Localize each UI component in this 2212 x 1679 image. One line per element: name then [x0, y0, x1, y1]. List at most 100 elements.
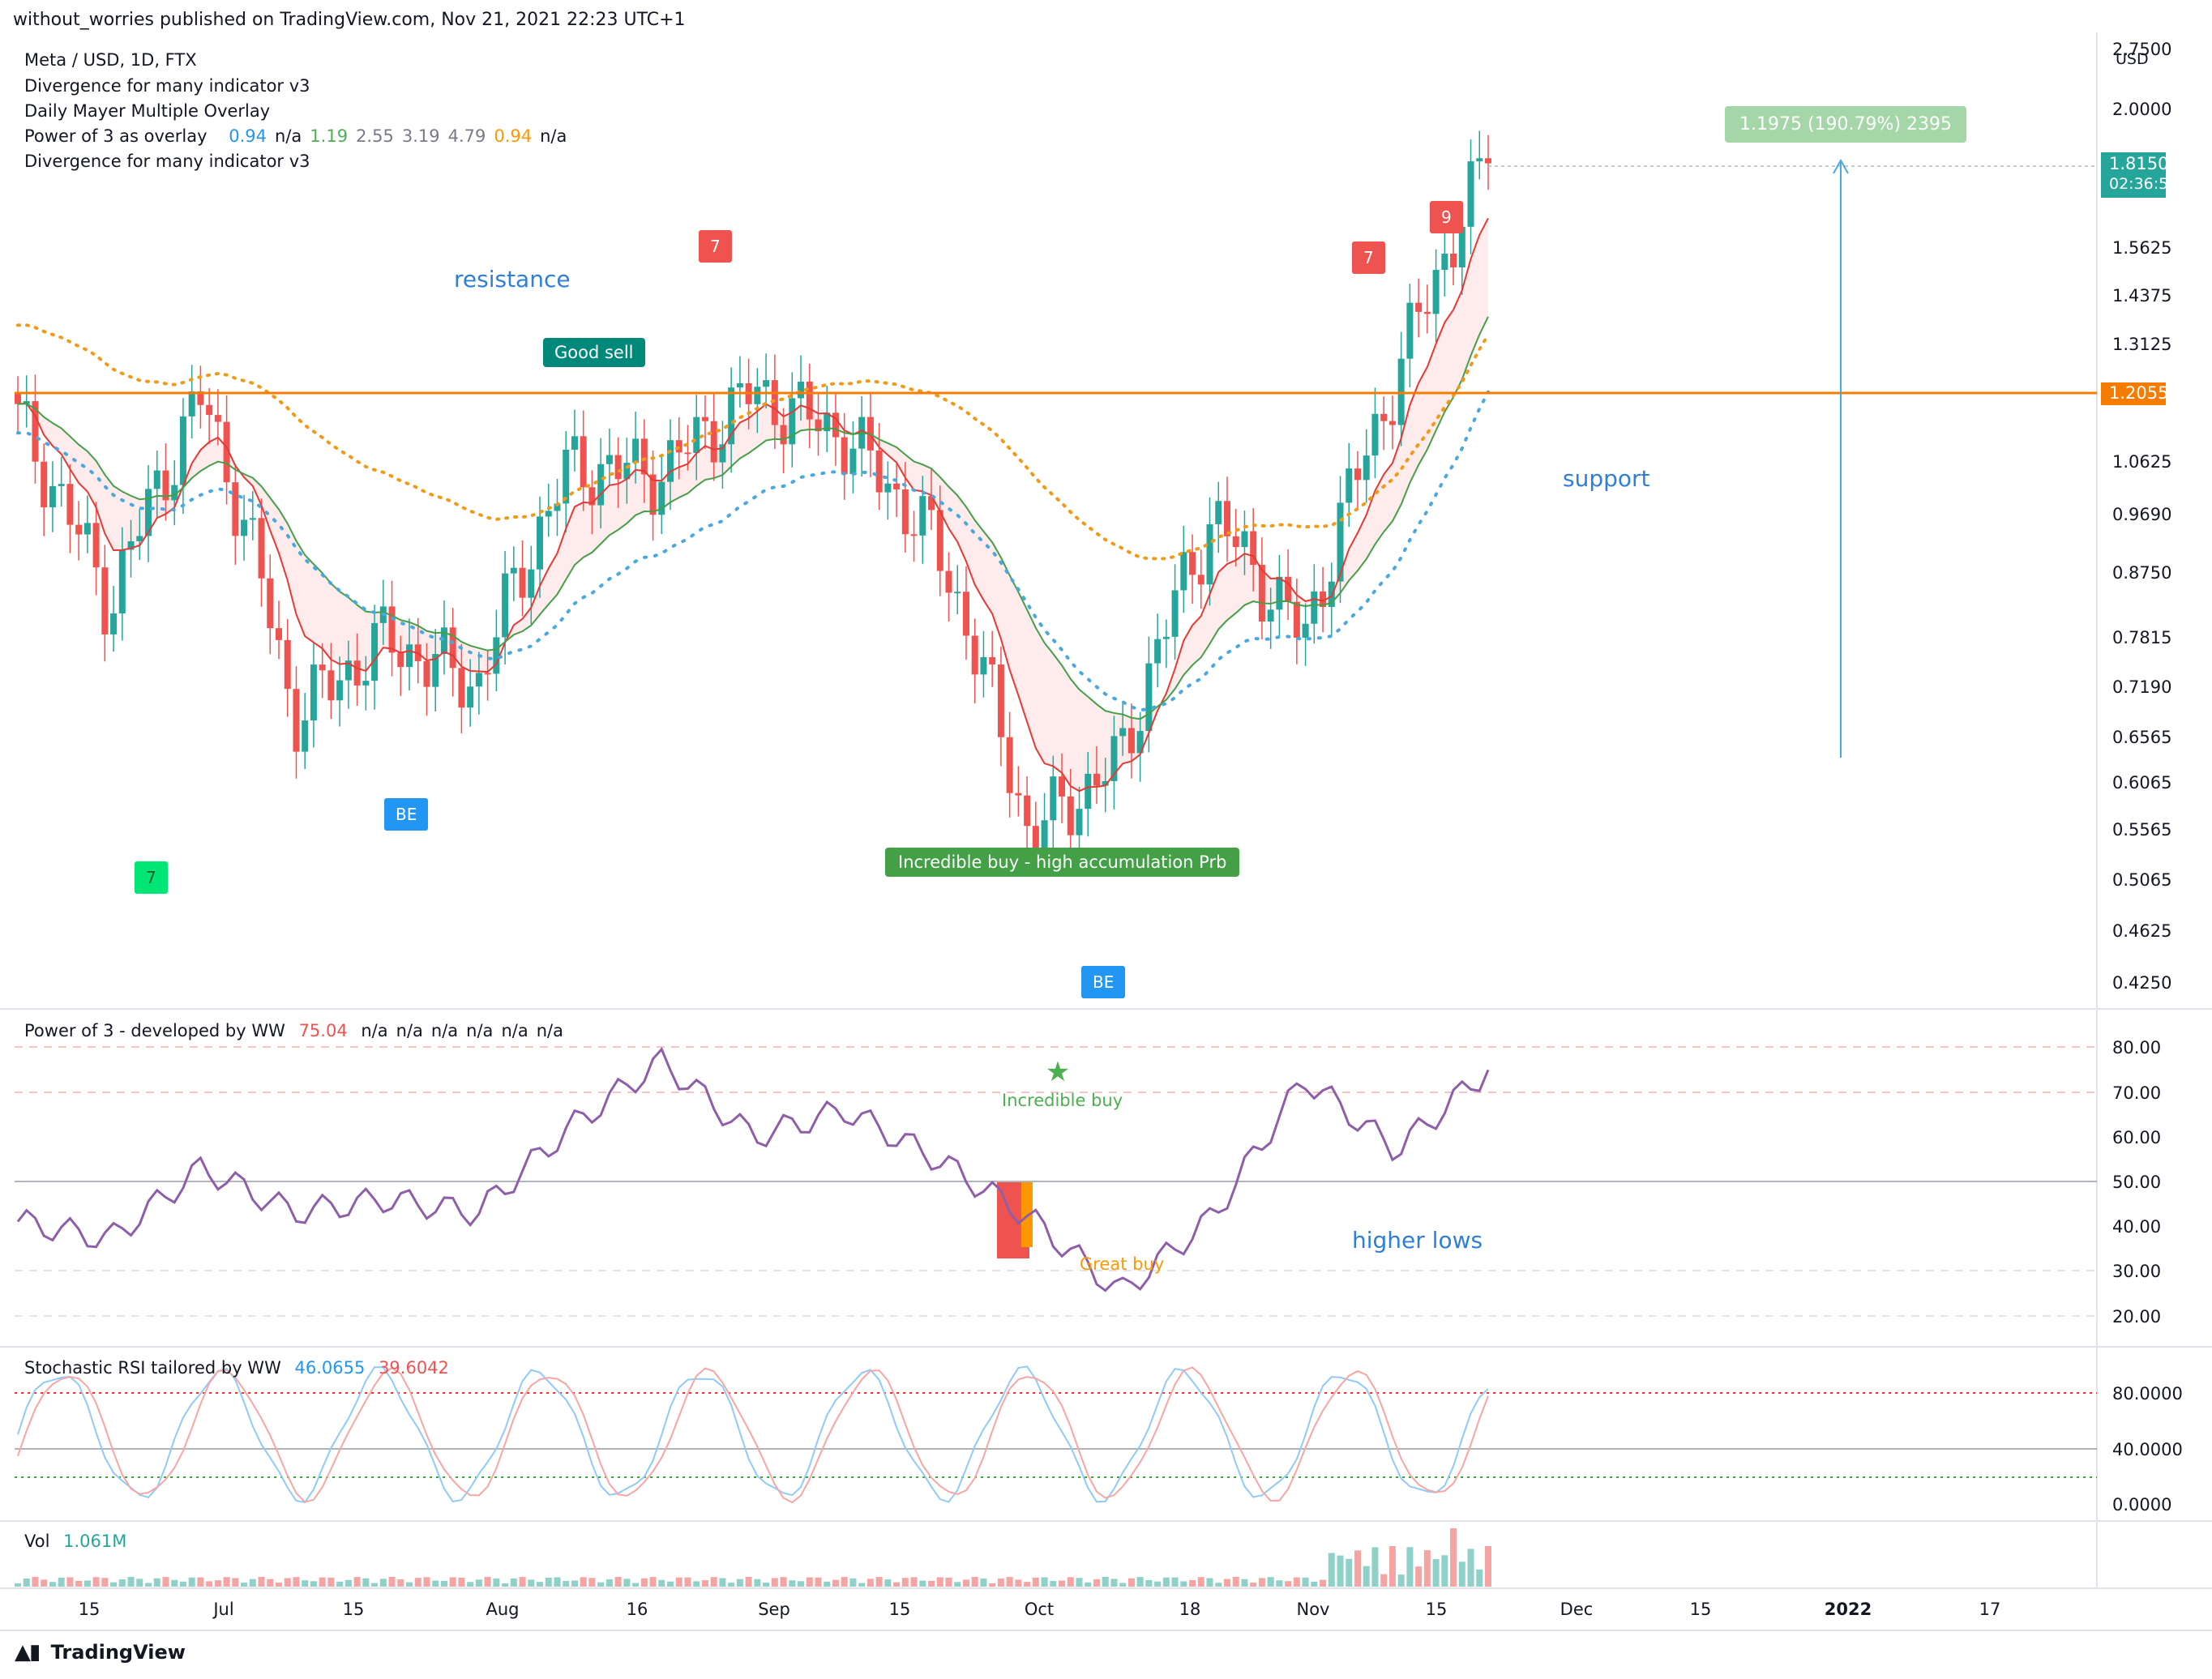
- legend-indicator-3[interactable]: Power of 3 as overlay 0.94 n/a 1.19 2.55 3.1…: [24, 126, 567, 146]
- legend-indicator-3-values: 0.94 n/a 1.19 2.55 3.19 4.79 0.94 n/a: [220, 126, 567, 146]
- higher-lows-label: higher lows: [1352, 1227, 1483, 1254]
- candle-body: [1432, 270, 1440, 314]
- volume-bar: [1476, 1569, 1483, 1587]
- legend-indicator-4[interactable]: Divergence for many indicator v3: [24, 152, 310, 171]
- candle-body: [1380, 413, 1388, 421]
- price-tick-12: 0.5565: [2112, 820, 2171, 840]
- volume-bar: [258, 1577, 265, 1587]
- volume-bar: [327, 1577, 335, 1587]
- candle-body: [267, 578, 274, 629]
- candle-body: [1388, 421, 1396, 425]
- candle-body: [1085, 773, 1092, 810]
- candle-body: [406, 644, 413, 668]
- candle-body: [1337, 502, 1344, 582]
- volume-bar: [15, 1583, 21, 1587]
- volume-bar: [293, 1577, 300, 1587]
- power-axis: 80.00 70.00 60.00 50.00 40.00 30.00 20.00: [2112, 1038, 2161, 1327]
- volume-bar: [440, 1580, 447, 1587]
- volume-bar: [632, 1583, 640, 1587]
- candle-body: [1423, 311, 1431, 314]
- volume-bar: [701, 1580, 708, 1587]
- volume-bar: [841, 1577, 848, 1587]
- volume-bar: [1171, 1577, 1179, 1587]
- volume-bar: [1154, 1581, 1162, 1587]
- stoch-panel-legend[interactable]: Stochastic RSI tailored by WW 46.0655 39…: [24, 1358, 449, 1378]
- volume-bar: [206, 1581, 213, 1587]
- power-tick-1: 70.00: [2112, 1083, 2161, 1103]
- legend-indicator-2[interactable]: Daily Mayer Multiple Overlay: [24, 101, 271, 121]
- candle-body: [597, 464, 605, 506]
- candle-body: [971, 635, 978, 675]
- ema-fast-line: [17, 217, 1489, 793]
- volume-bar: [623, 1579, 631, 1587]
- stoch-k-line: [17, 1365, 1489, 1504]
- legend-symbol[interactable]: Meta / USD, 1D, FTX: [24, 50, 197, 70]
- candle-body: [1154, 639, 1162, 664]
- power-line: [16, 1046, 1490, 1292]
- volume-bar: [1415, 1566, 1423, 1587]
- volume-bar: [997, 1578, 1004, 1587]
- volume-bar: [780, 1577, 787, 1587]
- volume-bar: [1397, 1574, 1405, 1587]
- candle-body: [449, 627, 456, 669]
- volume-bar: [423, 1577, 430, 1587]
- candle-body: [684, 452, 691, 455]
- candle-body: [1354, 468, 1361, 481]
- candle-body: [893, 483, 901, 489]
- volume-bar: [432, 1580, 439, 1587]
- candle-body: [423, 660, 430, 687]
- candle-body: [588, 487, 596, 506]
- volume-bar: [371, 1583, 379, 1587]
- power-panel-legend[interactable]: Power of 3 - developed by WW 75.04 n/a n/…: [24, 1021, 563, 1040]
- legend-indicator-1[interactable]: Divergence for many indicator v3: [24, 76, 310, 96]
- candle-body: [1136, 731, 1144, 754]
- stoch-d-value: 39.6042: [379, 1358, 449, 1378]
- time-axis: 15 Jul 15 Aug 16 Sep 15 Oct 18 Nov 15 Dec 15 2022 17: [79, 1600, 2001, 1619]
- candle-body: [649, 474, 657, 515]
- great-buy-label: Great buy: [1080, 1254, 1165, 1274]
- power-panel-nas: n/a n/a n/a n/a n/a n/a: [361, 1021, 563, 1040]
- candle-body: [484, 673, 491, 675]
- volume-bar: [92, 1577, 100, 1587]
- volume-bar: [919, 1580, 926, 1587]
- candle-body: [945, 570, 952, 593]
- seven-green-marker: 7: [135, 861, 168, 894]
- vol-panel-legend[interactable]: Vol 1.061M: [24, 1532, 126, 1551]
- overlay-lines: [16, 217, 1490, 793]
- volume-bar: [684, 1577, 691, 1587]
- candle-body: [214, 415, 221, 422]
- volume-bar: [1215, 1583, 1222, 1587]
- volume-bar: [824, 1581, 831, 1587]
- stoch-panel-title: Stochastic RSI tailored by WW: [24, 1358, 281, 1378]
- volume-bar: [1320, 1579, 1327, 1587]
- candle-body: [789, 398, 796, 445]
- volume-bar: [580, 1577, 587, 1587]
- candle-body: [258, 518, 265, 579]
- volume-bar: [414, 1578, 421, 1587]
- candle-body: [780, 425, 787, 445]
- volume-bar: [910, 1577, 918, 1587]
- candle-body: [310, 664, 317, 721]
- candle-body: [545, 511, 552, 517]
- volume-bar: [153, 1578, 160, 1587]
- candle-body: [1059, 776, 1066, 797]
- candle-body: [806, 381, 813, 420]
- volume-bar: [344, 1579, 352, 1587]
- tradingview-logo[interactable]: ▲▮ TradingView: [15, 1640, 186, 1664]
- volume-bar: [1380, 1574, 1388, 1587]
- candle-body: [614, 455, 622, 480]
- candle-body: [179, 416, 186, 485]
- candle-body: [771, 380, 778, 425]
- be-marker-1: BE: [384, 798, 429, 831]
- volume-bar: [1354, 1550, 1361, 1587]
- volume-bar: [127, 1577, 135, 1587]
- candles: [15, 130, 1491, 877]
- candle-body: [1485, 158, 1491, 164]
- candle-body: [75, 524, 83, 535]
- volume-bar: [1024, 1582, 1031, 1587]
- price-tick-3: 1.4375: [2112, 286, 2171, 305]
- volume-bar: [1267, 1577, 1274, 1587]
- candle-body: [1024, 795, 1031, 827]
- volume-bar: [1162, 1577, 1170, 1587]
